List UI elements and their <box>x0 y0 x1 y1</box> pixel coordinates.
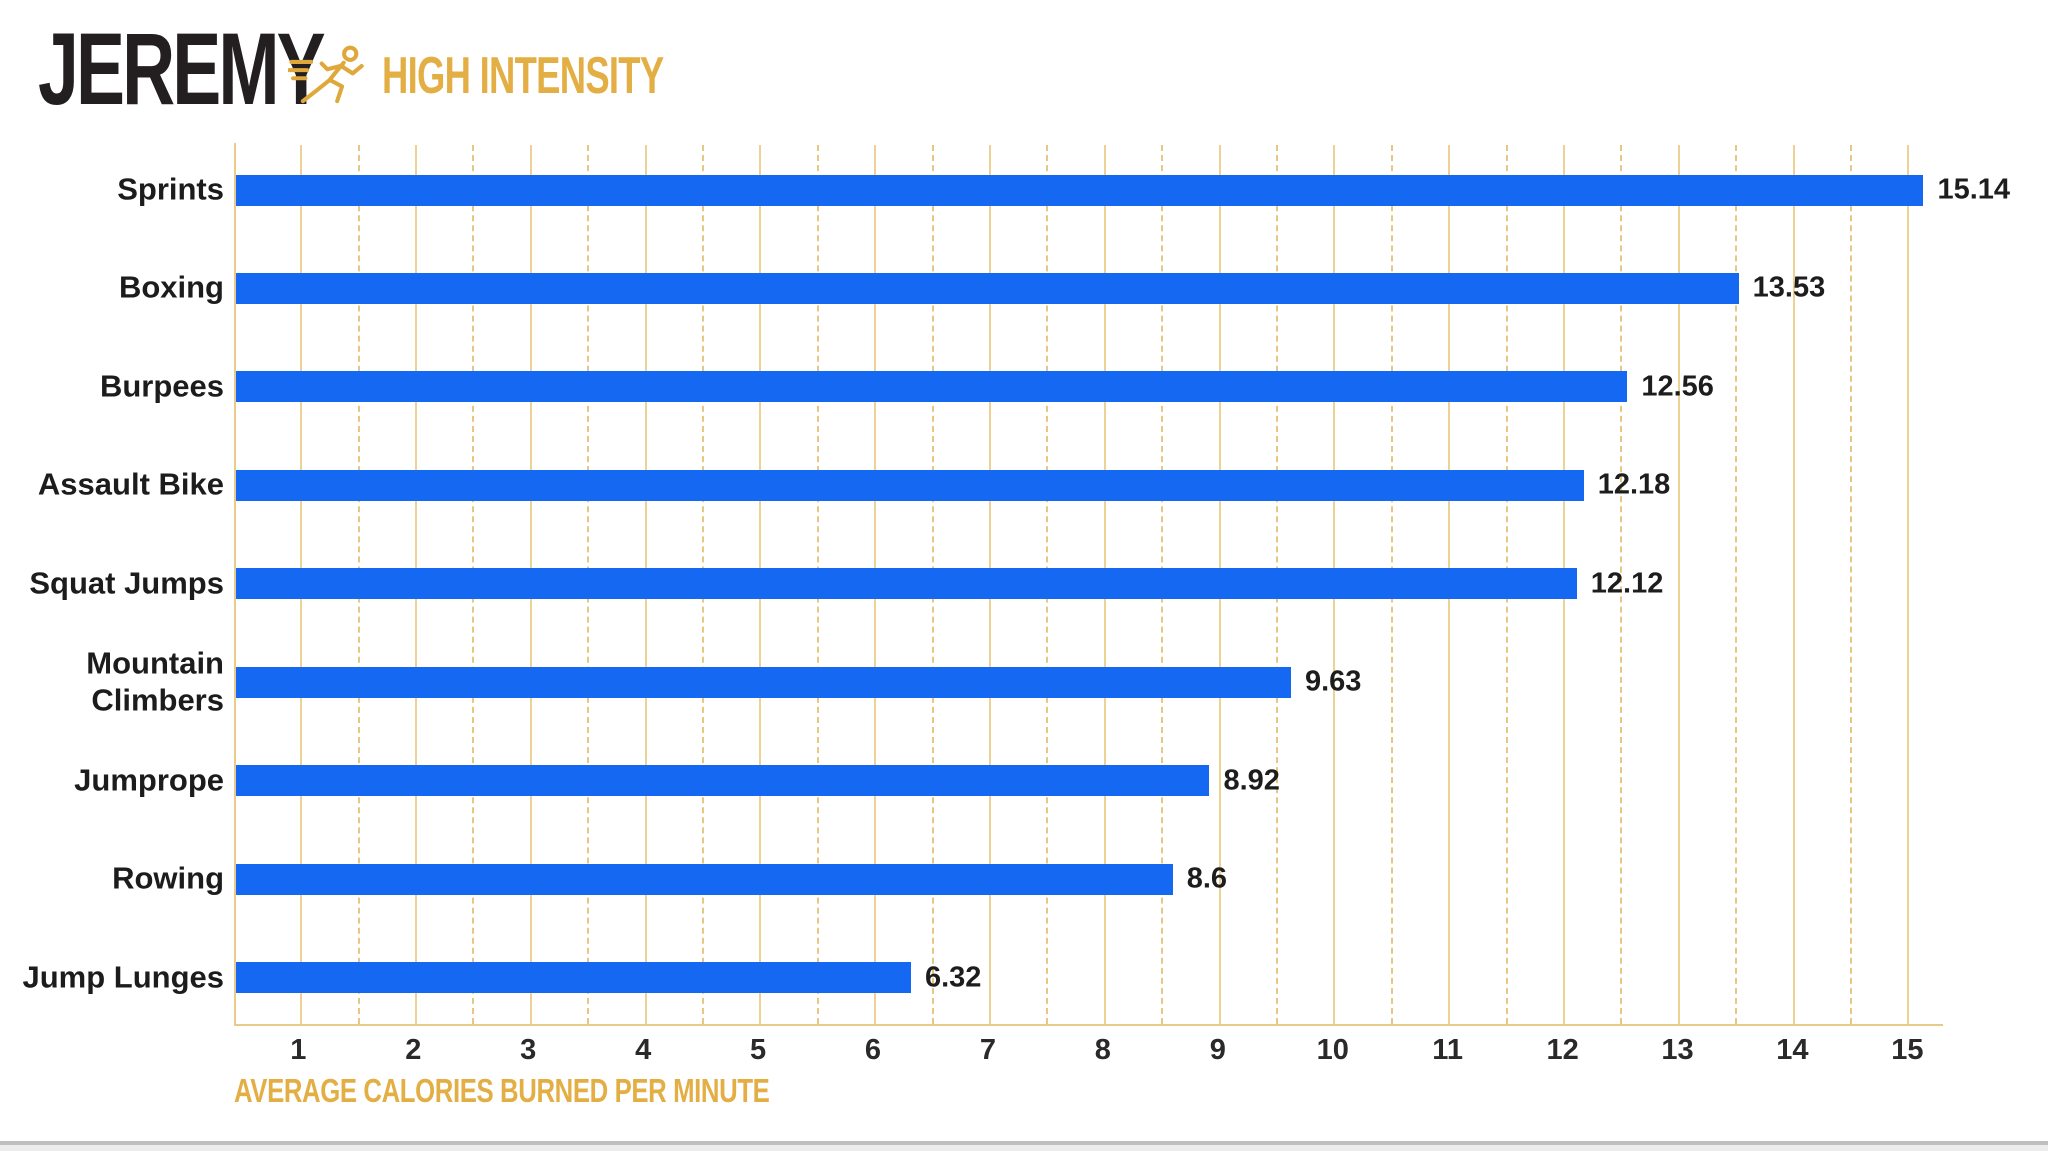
bar-value-label: 12.12 <box>1590 567 1664 600</box>
x-axis-title: AVERAGE CALORIES BURNED PER MINUTE <box>234 1072 770 1109</box>
x-tick-label: 4 <box>635 1034 652 1066</box>
x-tick-label: 13 <box>1661 1034 1694 1066</box>
gridline-solid <box>1792 145 1795 1024</box>
bar <box>236 962 911 994</box>
x-tick-label: 3 <box>520 1034 537 1066</box>
x-tick-label: 5 <box>749 1034 767 1066</box>
x-tick-label: 12 <box>1546 1034 1579 1066</box>
category-label: Boxing <box>118 270 224 306</box>
bar <box>236 469 1584 501</box>
category-label: Squat Jumps <box>29 565 224 601</box>
bar <box>236 272 1739 304</box>
bar-value-label: 12.56 <box>1641 370 1714 403</box>
gridline-dashed <box>1850 145 1853 1024</box>
x-tick-label: 9 <box>1209 1034 1226 1066</box>
category-label: Sprints <box>117 171 224 207</box>
gridline-solid <box>1907 145 1910 1024</box>
category-label: Jump Lunges <box>22 959 224 995</box>
x-tick-label: 15 <box>1891 1034 1924 1066</box>
x-tick-label: 1 <box>290 1034 307 1066</box>
person-name-title: JEREMY <box>38 12 326 126</box>
bar <box>236 765 1210 797</box>
x-tick-label: 6 <box>864 1034 882 1066</box>
x-tick-label: 2 <box>405 1034 422 1066</box>
bar <box>236 174 1924 206</box>
bar-chart: Sprints Boxing Burpees Assault Bike Squat Ju… <box>0 143 2048 1026</box>
footer-divider-fill <box>0 1145 2048 1151</box>
bar-value-label: 9.63 <box>1304 665 1362 698</box>
category-badge: HIGH INTENSITY <box>382 47 664 105</box>
bar-value-label: 15.14 <box>1937 173 2011 206</box>
gridline-solid <box>1677 145 1680 1024</box>
bar-value-label: 13.53 <box>1752 271 1826 304</box>
category-label: Assault Bike <box>37 467 224 503</box>
category-label: Rowing <box>112 860 224 896</box>
bar-value-label: 8.92 <box>1223 764 1280 797</box>
bar <box>236 371 1628 403</box>
category-label: Jumprope <box>74 762 224 798</box>
category-label: Burpees <box>99 368 224 404</box>
bar <box>236 666 1291 698</box>
category-labels-column: Sprints Boxing Burpees Assault Bike Squat Ju… <box>0 143 228 1026</box>
bar <box>236 863 1173 895</box>
bar-value-label: 6.32 <box>924 961 982 994</box>
gridline-dashed <box>1735 145 1738 1024</box>
category-label: Mountain Climbers <box>86 645 224 718</box>
footer-divider-line <box>0 1141 2048 1145</box>
x-axis: 1 2 3 4 5 6 7 8 9 10 11 12 13 14 15 <box>234 1028 1943 1070</box>
x-tick-label: 14 <box>1776 1034 1809 1066</box>
gridline-dashed <box>1620 145 1623 1024</box>
x-tick-label: 10 <box>1316 1034 1349 1066</box>
x-tick-label: 11 <box>1432 1034 1463 1066</box>
plot-area: 15.14 13.53 12.56 12.18 12.12 9.63 8.92 8.6 6.32 <box>234 143 2010 1026</box>
bar-value-label: 12.18 <box>1597 468 1671 501</box>
x-tick-label: 8 <box>1094 1034 1111 1066</box>
x-tick-label: 7 <box>979 1034 996 1066</box>
bar-value-label: 8.6 <box>1186 862 1228 895</box>
runner-icon <box>286 44 370 106</box>
bar <box>236 568 1577 600</box>
